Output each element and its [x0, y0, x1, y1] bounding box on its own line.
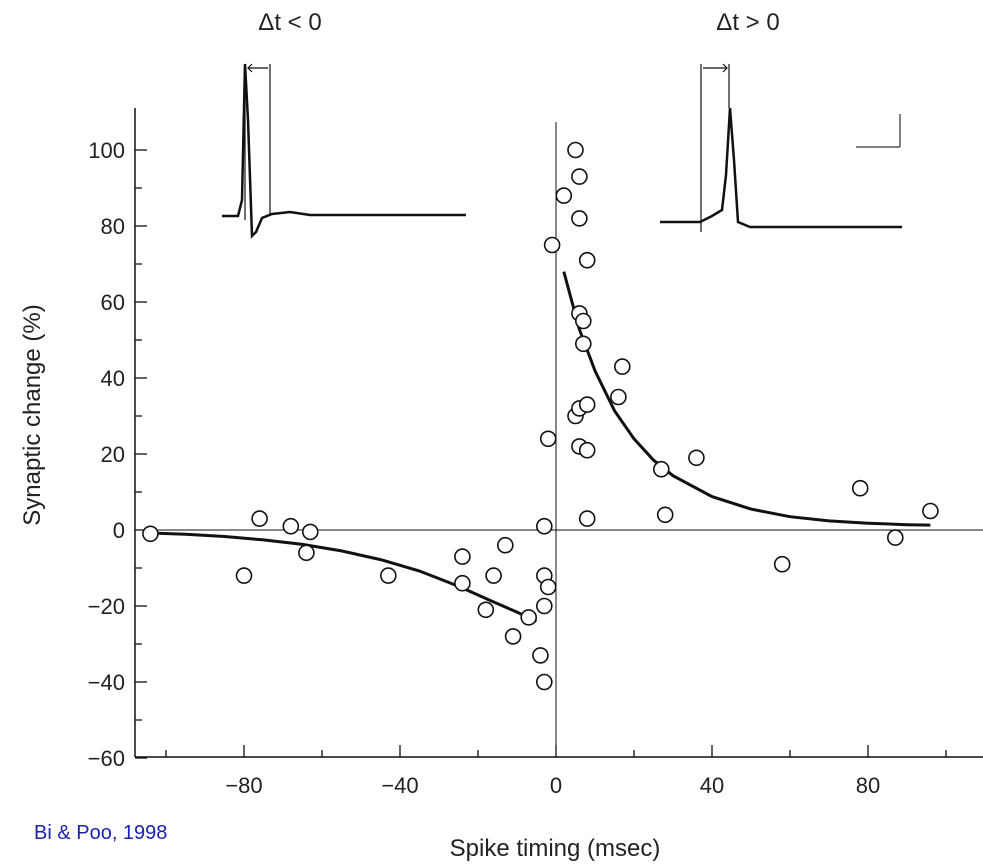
citation: Bi & Poo, 1998: [34, 822, 168, 844]
data-point: [555, 187, 573, 204]
data-point: [235, 567, 253, 584]
data-point: [379, 567, 397, 584]
inset-left-waveform: [222, 63, 466, 239]
data-point: [567, 141, 584, 159]
data-point: [504, 628, 522, 645]
data-point: [574, 312, 592, 330]
scale-bar: [856, 114, 901, 148]
data-point: [571, 168, 588, 185]
data-point: [610, 388, 627, 406]
data-point: [535, 597, 553, 615]
data-point: [578, 441, 596, 459]
data-point: [578, 396, 596, 413]
inset-label-right: Δt > 0: [716, 9, 779, 36]
data-point: [851, 479, 869, 497]
fit-curves: [150, 271, 931, 623]
data-point: [773, 555, 791, 573]
y-tick-label: 40: [101, 366, 125, 391]
x-tick-label: 40: [700, 773, 724, 798]
y-tick-label: −20: [88, 594, 125, 619]
x-tick-label: 80: [856, 773, 880, 798]
inset-right-waveform: [660, 63, 902, 232]
y-tick-label: −60: [88, 746, 125, 771]
data-point: [532, 647, 549, 664]
data-point: [539, 430, 557, 448]
data-point: [477, 601, 495, 619]
y-tick-label: 100: [88, 138, 125, 163]
data-point: [454, 548, 471, 565]
data-point: [535, 673, 553, 691]
data-point: [520, 609, 538, 626]
x-axis-title: Spike timing (msec): [450, 835, 661, 862]
y-tick-label: 20: [101, 442, 125, 467]
data-point: [922, 502, 939, 520]
y-tick-label: −40: [88, 670, 125, 695]
inset-label-left: Δt < 0: [258, 9, 321, 36]
fit-curve-positive: [562, 271, 931, 527]
data-point: [656, 506, 674, 524]
data-point: [652, 460, 670, 478]
y-tick-label: 80: [101, 214, 125, 239]
data-point: [282, 517, 300, 535]
data-point: [543, 236, 561, 254]
data-point: [571, 210, 588, 227]
data-point: [578, 251, 596, 269]
x-tick-label: −80: [225, 773, 262, 798]
data-point: [574, 335, 592, 353]
data-point: [496, 536, 514, 554]
data-point: [485, 567, 502, 584]
data-points: [142, 141, 939, 691]
data-point: [886, 529, 904, 546]
y-tick-label: 0: [113, 518, 125, 543]
axes: −60 −40 −20 0 20 40 60 80 100 −80 −40 0 40 80: [88, 108, 983, 798]
x-tick-label: 0: [550, 773, 562, 798]
data-point: [578, 510, 596, 527]
data-point: [688, 449, 705, 467]
data-point: [301, 523, 319, 541]
data-point: [142, 525, 159, 543]
y-tick-label: 60: [101, 290, 125, 315]
data-point: [613, 358, 631, 375]
data-point: [251, 510, 268, 527]
x-tick-label: −40: [381, 773, 418, 798]
data-point: [454, 574, 471, 592]
data-point: [535, 517, 553, 535]
fit-curve-negative: [150, 531, 538, 623]
data-point: [298, 544, 315, 562]
y-axis-title: Synaptic change (%): [19, 304, 46, 525]
data-point: [539, 578, 557, 596]
